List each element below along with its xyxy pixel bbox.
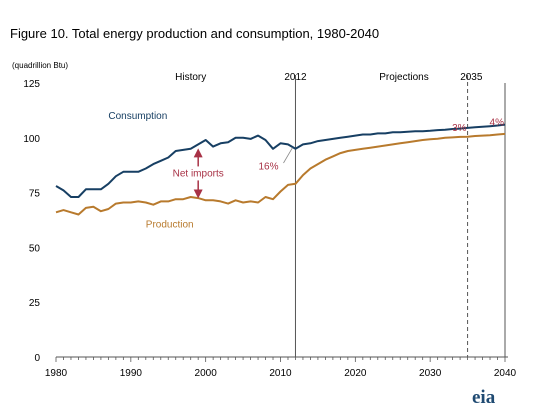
x-tick-label-0: 1980 (45, 368, 68, 379)
pct-label-2012: 16% (258, 161, 278, 172)
y-axis-label: (quadrillion Btu) (12, 61, 68, 70)
net-imports-label: Net imports (173, 168, 224, 179)
pct-label-2035: 3% (452, 123, 467, 134)
x-tick-label-1: 1990 (120, 368, 143, 379)
region-label-projections: Projections (379, 72, 428, 83)
region-label-history: History (175, 72, 206, 83)
eia-logo: eia (472, 387, 496, 408)
pct-leader-2012 (283, 147, 293, 164)
series-line-production (55, 132, 506, 216)
x-tick-label-5: 2030 (419, 368, 442, 379)
y-tick-label-0: 0 (34, 353, 40, 364)
y-tick-label-1: 25 (29, 298, 41, 309)
figure-title: Figure 10. Total energy production and c… (10, 26, 380, 41)
y-tick-label-5: 125 (23, 79, 40, 90)
pct-label-2040: 4% (490, 117, 505, 128)
y-tick-label-3: 75 (29, 189, 41, 200)
y-tick-label-2: 50 (29, 243, 41, 254)
series-label-production: Production (146, 219, 194, 230)
region-label-2012: 2012 (284, 72, 307, 83)
x-tick-label-6: 2040 (494, 368, 517, 379)
x-tick-label-2: 2000 (195, 368, 218, 379)
x-tick-label-4: 2020 (344, 368, 367, 379)
y-tick-label-4: 100 (23, 134, 40, 145)
x-tick-label-3: 2010 (269, 368, 292, 379)
series-line-consumption (55, 123, 506, 198)
series-label-consumption: Consumption (108, 111, 167, 122)
region-label-2035: 2035 (460, 72, 483, 83)
